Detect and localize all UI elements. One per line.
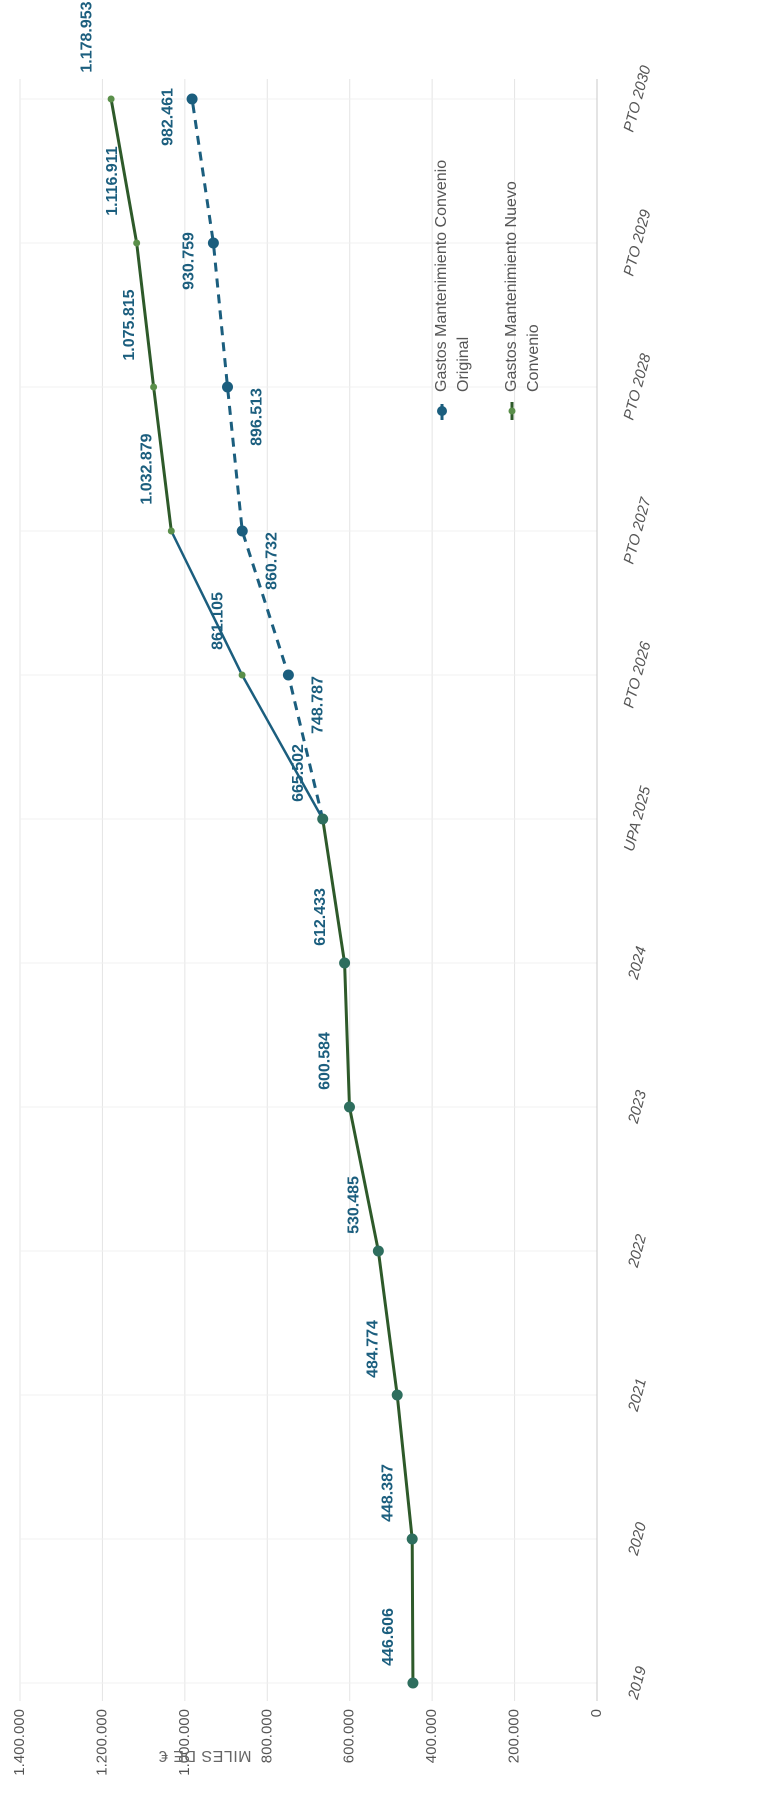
data-label-nuevo-convenio: 1.075.815 [121, 289, 138, 360]
series-line-convenio-original [190, 98, 325, 820]
legend-nuevo-convenio-label: Convenio [525, 324, 542, 392]
data-point-convenio-original [207, 237, 219, 249]
data-label-nuevo-convenio: 1.178.953 [78, 1, 95, 72]
legend-convenio-original-swatch-marker [437, 406, 447, 416]
data-point-nuevo-convenio [407, 1677, 419, 1689]
data-label-convenio-original: 982.461 [159, 88, 176, 146]
data-label-nuevo-convenio: 612.433 [312, 888, 329, 946]
data-point-nuevo-convenio [406, 1533, 418, 1545]
data-point-convenio-original [236, 525, 248, 537]
data-label-nuevo-convenio: 446.606 [380, 1608, 397, 1666]
data-label-nuevo-convenio: 448.387 [379, 1464, 396, 1522]
category-tick-label: PTO 2030 [620, 63, 654, 134]
value-tick-label: 600.000 [341, 1709, 358, 1763]
data-labels: 446.606 448.387 484.774 530.485 600.584 612.4… [78, 1, 397, 1666]
category-tick-label: UPA 2025 [621, 784, 655, 853]
category-tick-label: 2019 [625, 1664, 650, 1702]
data-label-convenio-original: 896.513 [249, 388, 266, 446]
data-point-nuevo-convenio [133, 239, 141, 247]
data-point-nuevo-convenio [391, 1389, 403, 1401]
data-label-nuevo-convenio: 861.105 [209, 592, 226, 650]
category-tick-label: 2023 [625, 1088, 650, 1126]
data-point-convenio-original [186, 93, 198, 105]
data-label-nuevo-convenio: 530.485 [346, 1176, 363, 1234]
data-point-nuevo-convenio [317, 813, 329, 825]
data-point-nuevo-convenio [372, 1245, 384, 1257]
data-point-nuevo-convenio [150, 383, 158, 391]
category-tick-label: 2024 [625, 945, 650, 983]
category-tick-label: 2022 [625, 1232, 650, 1270]
category-tick-label: 2020 [625, 1520, 650, 1558]
data-point-nuevo-convenio [343, 1101, 355, 1113]
data-label-nuevo-convenio: 1.032.879 [139, 433, 156, 504]
data-point-nuevo-convenio [167, 527, 175, 535]
legend-nuevo-convenio-swatch-marker [508, 407, 516, 415]
value-tick-label: 1.000.000 [176, 1709, 193, 1776]
data-label-convenio-original: 930.759 [181, 232, 198, 290]
axes: 0 200.000 400.000 600.000 800.000 1.000.000 1.… [11, 63, 655, 1776]
data-point-convenio-original [222, 381, 234, 393]
legend: Gastos Mantenimiento Convenio Original Gas… [433, 160, 542, 420]
series [107, 93, 419, 1689]
data-point-convenio-original [282, 669, 294, 681]
series-line-nuevo-convenio-forecast [109, 98, 173, 532]
data-label-nuevo-convenio: 665.502 [290, 744, 307, 802]
legend-nuevo-convenio-label: Gastos Mantenimiento Nuevo [503, 181, 520, 392]
value-tick-label: 200.000 [506, 1709, 523, 1763]
legend-box: Gastos Mantenimiento Convenio Original Gas… [433, 160, 542, 420]
category-tick-label: PTO 2026 [620, 639, 654, 710]
value-tick-label: 0 [588, 1709, 605, 1717]
category-tick-label: PTO 2029 [620, 207, 654, 278]
category-tick-label: 2021 [625, 1377, 650, 1415]
data-label-nuevo-convenio: 600.584 [317, 1032, 334, 1090]
data-label-convenio-original: 860.732 [263, 532, 280, 590]
category-tick-label: PTO 2027 [620, 495, 654, 566]
data-label-convenio-original: 748.787 [310, 676, 327, 734]
data-point-nuevo-convenio [339, 957, 351, 969]
data-label-nuevo-convenio: 484.774 [364, 1320, 381, 1378]
value-tick-label: 1.400.000 [11, 1709, 28, 1776]
legend-convenio-original-label: Original [455, 337, 472, 392]
data-point-nuevo-convenio [107, 95, 115, 103]
grid [19, 79, 598, 1701]
data-point-nuevo-convenio [238, 671, 246, 679]
value-tick-label: 400.000 [423, 1709, 440, 1763]
category-tick-label: PTO 2028 [620, 351, 654, 422]
value-axis-title: MILES DE € [158, 1747, 251, 1764]
value-tick-label: 800.000 [258, 1709, 275, 1763]
legend-convenio-original-label: Gastos Mantenimiento Convenio [433, 160, 450, 392]
value-tick-label: 1.200.000 [93, 1709, 110, 1776]
data-label-nuevo-convenio: 1.116.911 [104, 146, 121, 216]
